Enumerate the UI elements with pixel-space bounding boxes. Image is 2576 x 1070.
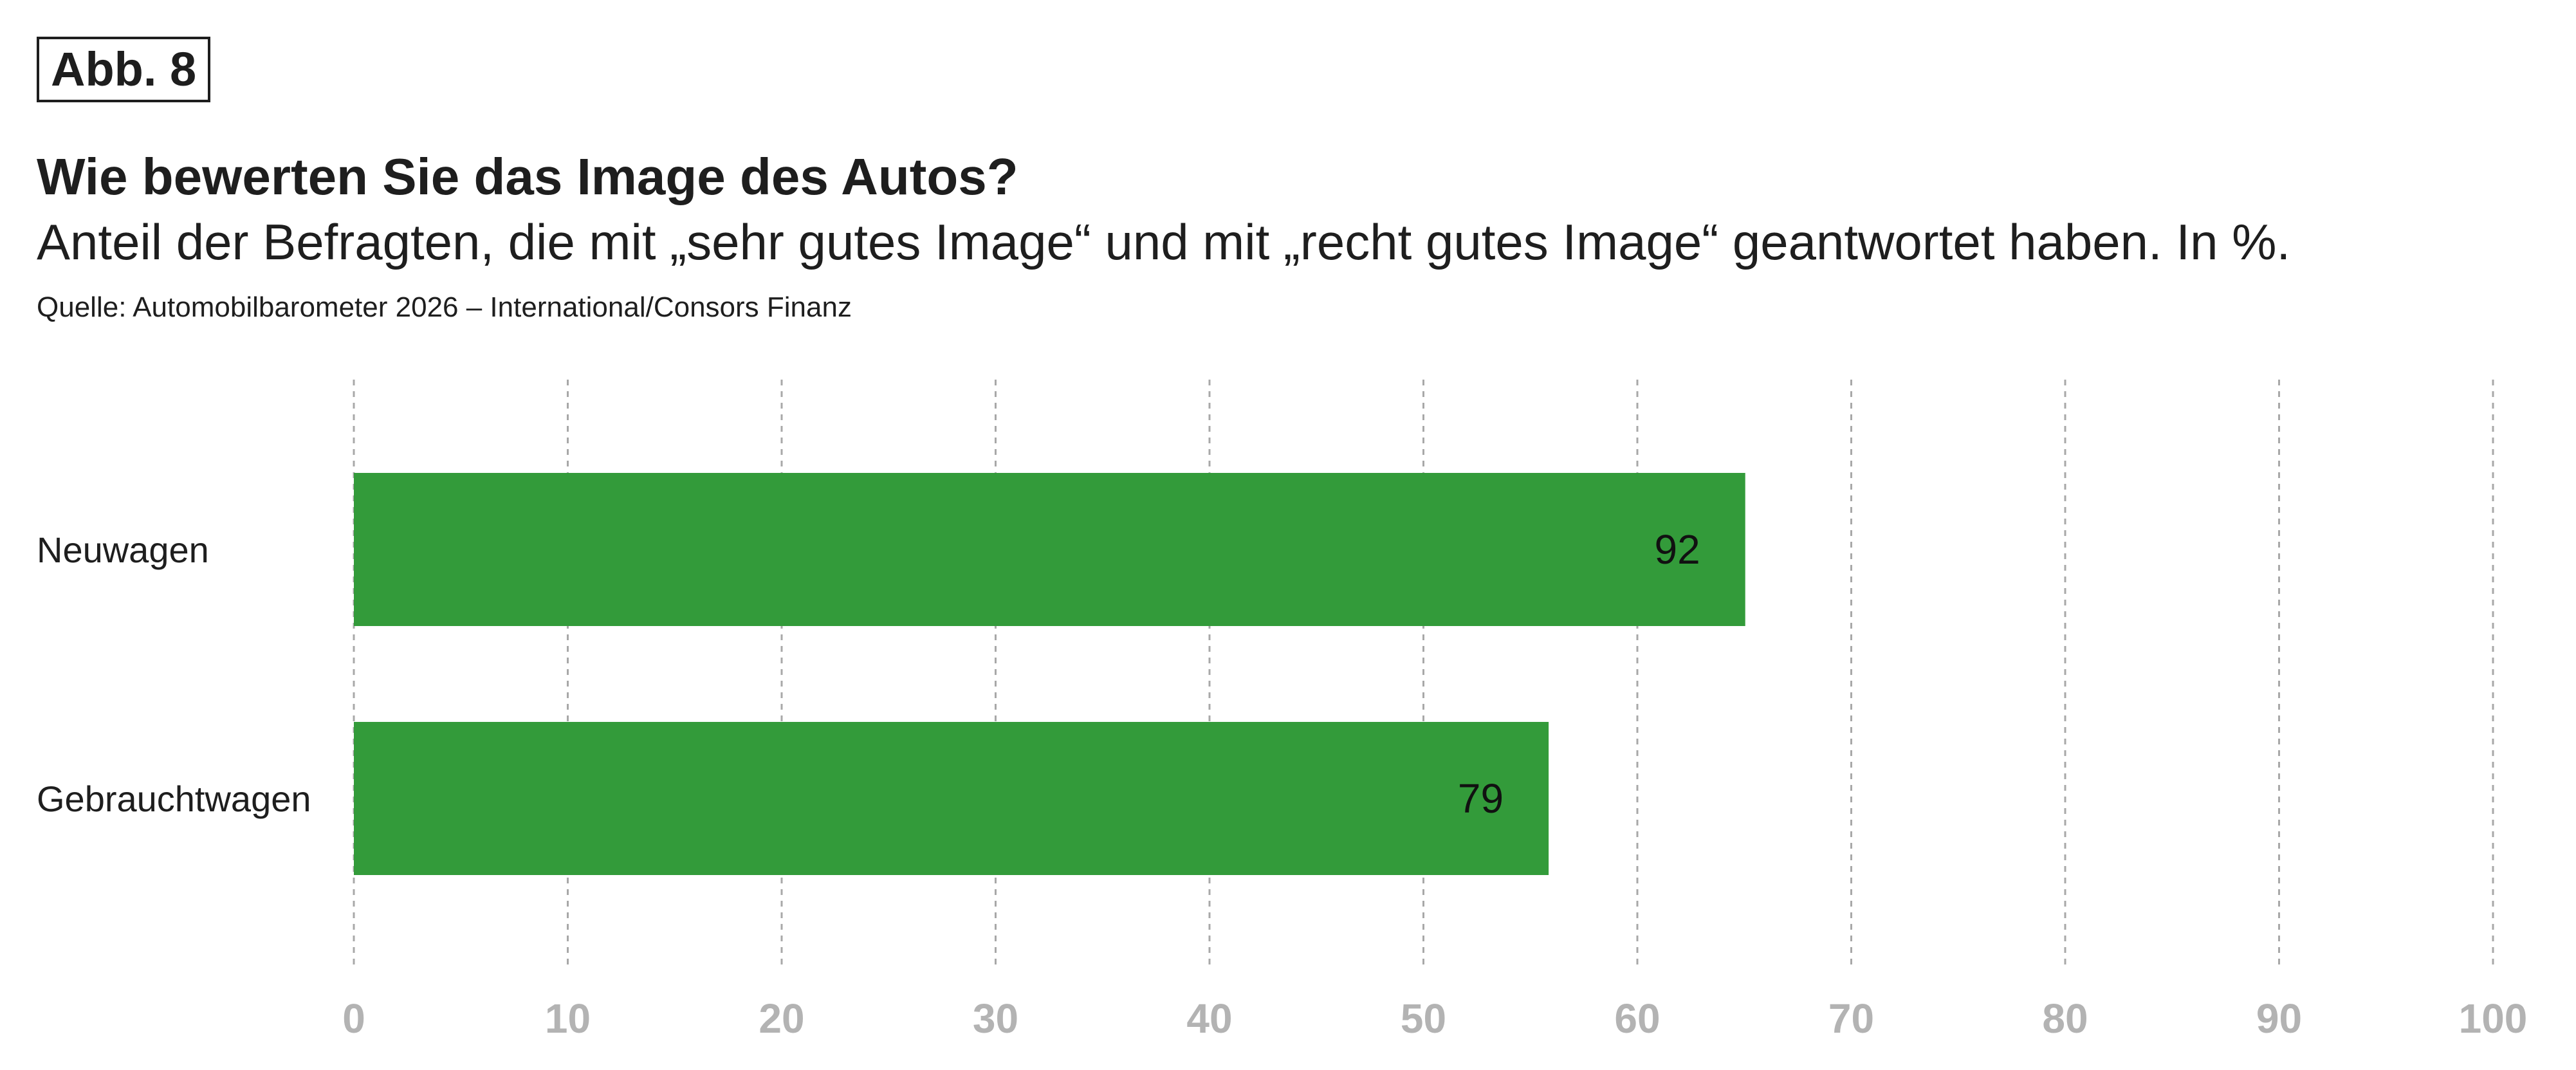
- data-label: 79: [1458, 775, 1504, 822]
- x-tick-label: 60: [1614, 995, 1660, 1042]
- chart-source: Quelle: Automobilbarometer 2026 – Intern…: [37, 291, 852, 323]
- chart-subtitle: Anteil der Befragten, die mit „sehr gute…: [37, 214, 2291, 270]
- bar-neuwagen: [354, 473, 1745, 626]
- x-tick-label: 20: [759, 995, 804, 1042]
- x-tick-label: 30: [973, 995, 1018, 1042]
- x-tick-label: 90: [2256, 995, 2302, 1042]
- bar-gebrauchtwagen: [354, 722, 1549, 875]
- x-tick-label: 50: [1401, 995, 1446, 1042]
- data-label: 92: [1655, 526, 1700, 573]
- category-label: Neuwagen: [37, 530, 209, 570]
- x-tick-label: 10: [545, 995, 591, 1042]
- x-tick-label: 100: [2459, 995, 2528, 1042]
- x-tick-label: 80: [2042, 995, 2088, 1042]
- labels: 0 10 20 30 40 50 60 70 80 90 100 Neuwagen 92 Gebrauch…: [37, 526, 2527, 1042]
- x-tick-label: 0: [342, 995, 365, 1042]
- bars: [354, 473, 1745, 875]
- x-tick-label: 40: [1186, 995, 1232, 1042]
- figure-label: Abb. 8: [37, 37, 211, 102]
- grid-lines: [353, 380, 2494, 970]
- category-label: Gebrauchtwagen: [37, 779, 311, 819]
- chart-title: Wie bewerten Sie das Image des Autos?: [37, 148, 1018, 205]
- x-tick-label: 70: [1828, 995, 1874, 1042]
